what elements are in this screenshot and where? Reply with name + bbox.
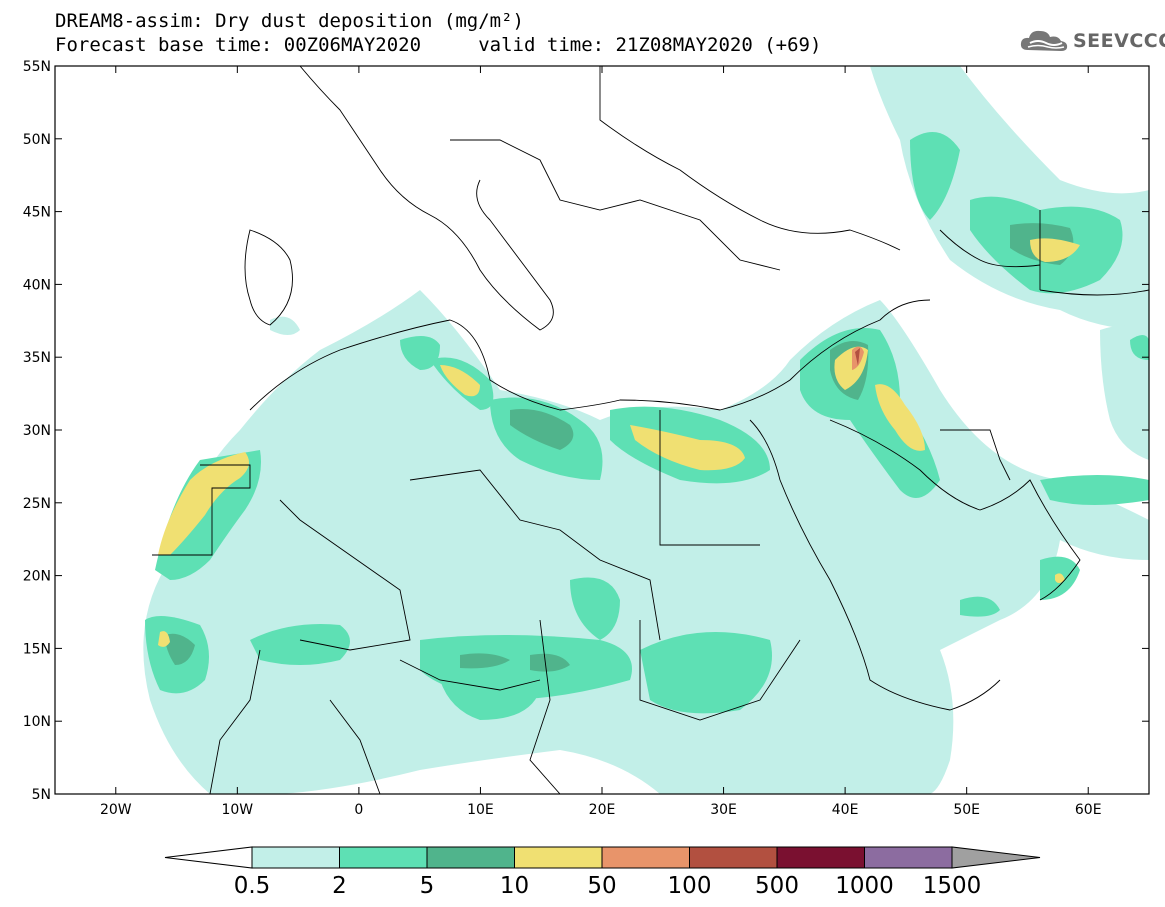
lon-tick-label: 20E [589,802,616,818]
colorbar-label: 1500 [923,873,982,899]
colorbar-swatch [426,846,515,869]
level-10-50 [158,238,1080,647]
cloud-icon [1020,30,1068,51]
lon-tick-label: 60E [1075,802,1102,818]
lat-tick-label: 55N [23,59,51,75]
colorbar: 0.5 2 5 10 50 100 500 1000 1500 [164,846,1041,899]
lon-tick-label: 50E [953,802,980,818]
seevccc-logo: SEEVCCC [1018,26,1165,56]
colorbar-label: 50 [587,873,616,899]
colorbar-label: 1000 [835,873,894,899]
lat-tick-label: 20N [23,569,51,585]
colorbar-label: 0.5 [234,873,271,899]
lon-tick-label: 10W [221,802,253,818]
colorbar-swatch [251,846,340,869]
colorbar-swatch [864,846,953,869]
colorbar-label: 5 [420,873,435,899]
lat-tick-label: 35N [23,350,51,366]
lon-tick-label: 20W [100,802,132,818]
colorbar-swatch [776,846,865,869]
colorbar-swatch [514,846,603,869]
lat-tick-label: 25N [23,496,51,512]
colorbar-under-arrow [164,846,253,869]
lat-tick-label: 30N [23,423,51,439]
colorbar-label: 500 [755,873,799,899]
map-subtitle: Forecast base time: 00Z06MAY2020 valid t… [55,34,822,56]
longitude-axis: 20W 10W 0 10E 20E 30E 40E 50E 60E [100,66,1102,818]
lat-tick-label: 40N [23,277,51,293]
colorbar-label: 10 [500,873,529,899]
latitude-axis: 55N 50N 45N 40N 35N 30N 25N 20N 15N 10N 5N [23,59,1149,803]
lat-tick-label: 50N [23,132,51,148]
colorbar-swatch [689,846,778,869]
coastlines-borders [152,66,1149,794]
lon-tick-label: 30E [710,802,737,818]
level-50-500 [852,346,864,370]
colorbar-label: 2 [332,873,347,899]
colorbar-over-arrow [951,846,1041,869]
map-title: DREAM8-assim: Dry dust deposition (mg/m²… [55,10,524,32]
colorbar-swatch [601,846,690,869]
logo-text: SEEVCCC [1073,30,1165,52]
lat-tick-label: 5N [32,787,51,803]
deposition-field [143,66,1149,794]
colorbar-label: 100 [668,873,712,899]
lat-tick-label: 15N [23,641,51,657]
lon-tick-label: 40E [832,802,859,818]
lon-tick-label: 0 [354,802,363,818]
lon-tick-label: 10E [467,802,494,818]
colorbar-swatch [339,846,428,869]
lat-tick-label: 10N [23,714,51,730]
lat-tick-label: 45N [23,205,51,221]
